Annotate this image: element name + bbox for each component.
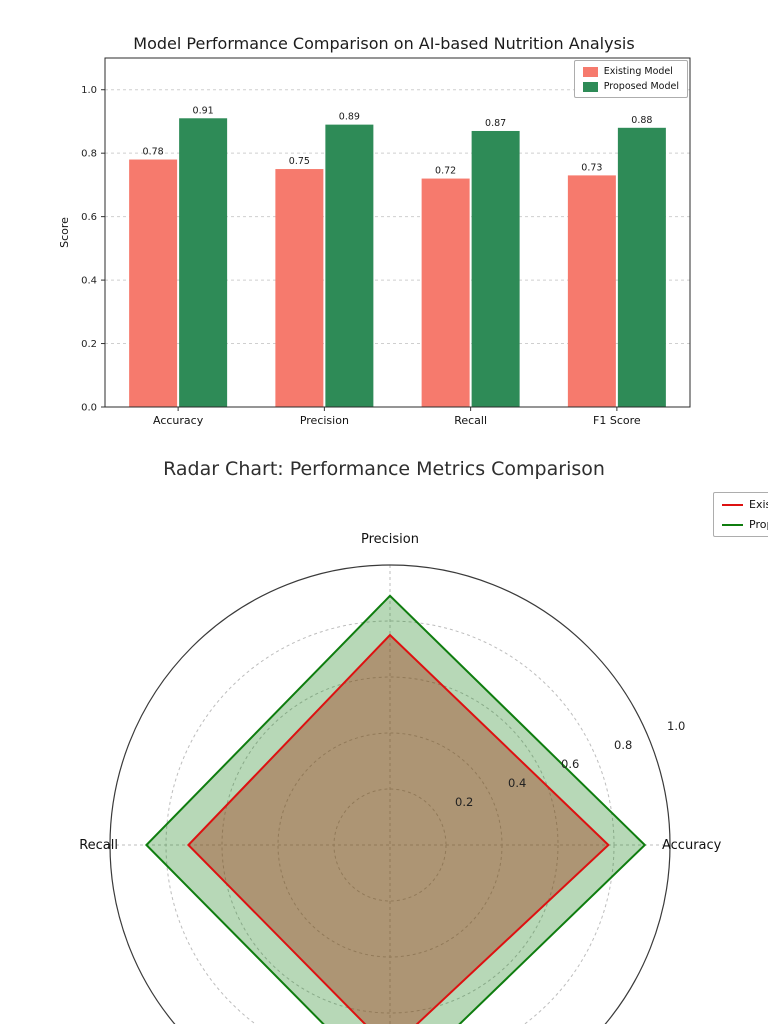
radar-tick-label: 0.6 <box>561 757 579 771</box>
x-tick-label: Recall <box>454 414 487 427</box>
radar-chart-legend: Existing Model Proposed Model <box>713 492 768 537</box>
bar-existing-model-recall <box>421 178 470 407</box>
bar-value-label: 0.78 <box>143 147 164 158</box>
bar-chart-legend: Existing Model Proposed Model <box>573 60 688 98</box>
legend-swatch-icon <box>722 503 743 506</box>
y-tick-label: 0.4 <box>81 276 97 287</box>
bar-value-label: 0.88 <box>631 115 652 126</box>
legend-item-proposed-model: Proposed Model <box>582 81 679 92</box>
legend-item-existing-model: Existing Model <box>722 498 768 511</box>
bar-proposed-model-f1-score <box>617 127 666 408</box>
radar-axis-label-accuracy: Accuracy <box>662 838 722 853</box>
radar-area-proposed-model <box>146 595 645 1024</box>
bar-existing-model-precision <box>275 169 324 407</box>
bar-value-label: 0.72 <box>435 166 456 177</box>
bar-existing-model-f1-score <box>567 175 616 407</box>
radar-chart-title: Radar Chart: Performance Metrics Compari… <box>163 458 605 480</box>
y-tick-label: 0.0 <box>81 403 97 414</box>
y-tick-label: 0.6 <box>81 212 97 223</box>
bar-chart-title: Model Performance Comparison on AI-based… <box>133 34 635 53</box>
y-tick-label: 1.0 <box>81 85 97 96</box>
legend-label: Existing Model <box>749 498 768 511</box>
legend-item-proposed-model: Proposed Model <box>722 518 768 531</box>
radar-line-proposed-model <box>144 594 647 1024</box>
x-tick-label: Accuracy <box>153 414 204 427</box>
x-tick-label: Precision <box>300 414 349 427</box>
bar-value-label: 0.75 <box>289 156 310 167</box>
bar-proposed-model-precision <box>325 124 374 408</box>
radar-grid-circle <box>221 676 559 1014</box>
radar-tick-label: 0.8 <box>614 738 632 752</box>
radar-axis-label-precision: Precision <box>361 532 419 547</box>
legend-swatch-icon <box>582 81 598 92</box>
radar-tick-label: 0.2 <box>455 795 473 809</box>
y-tick-label: 0.2 <box>81 339 97 350</box>
bar-value-label: 0.89 <box>339 112 360 123</box>
legend-label: Proposed Model <box>603 81 679 92</box>
radar-chart-canvas: 0.20.40.60.81.0AccuracyPrecisionRecallF1… <box>79 532 722 1024</box>
legend-swatch-icon <box>582 66 598 77</box>
radar-line-existing-model <box>187 633 610 1024</box>
x-tick-label: F1 Score <box>593 414 641 427</box>
radar-outline <box>109 564 671 1024</box>
radar-tick-label: 1.0 <box>667 719 685 733</box>
radar-area-existing-model <box>188 635 609 1024</box>
legend-label: Existing Model <box>603 66 673 77</box>
radar-tick-label: 0.4 <box>508 776 526 790</box>
bar-value-label: 0.73 <box>581 162 602 173</box>
bar-value-label: 0.91 <box>193 105 214 116</box>
y-axis-label: Score <box>58 217 71 248</box>
plot-frame <box>104 57 691 408</box>
y-tick-label: 0.8 <box>81 149 97 160</box>
bar-proposed-model-accuracy <box>179 118 228 408</box>
bar-value-label: 0.87 <box>485 118 506 129</box>
legend-label: Proposed Model <box>749 518 768 531</box>
legend-item-existing-model: Existing Model <box>582 66 679 77</box>
bar-proposed-model-recall <box>471 130 520 408</box>
radar-axis-label-recall: Recall <box>79 838 118 853</box>
bar-existing-model-accuracy <box>129 159 178 407</box>
legend-swatch-icon <box>722 523 743 526</box>
bar-chart-canvas: 0.0 0.2 0.4 0.6 0.8 1.0 0.78 0.91 Accuracy 0.75 0.… <box>58 57 691 427</box>
